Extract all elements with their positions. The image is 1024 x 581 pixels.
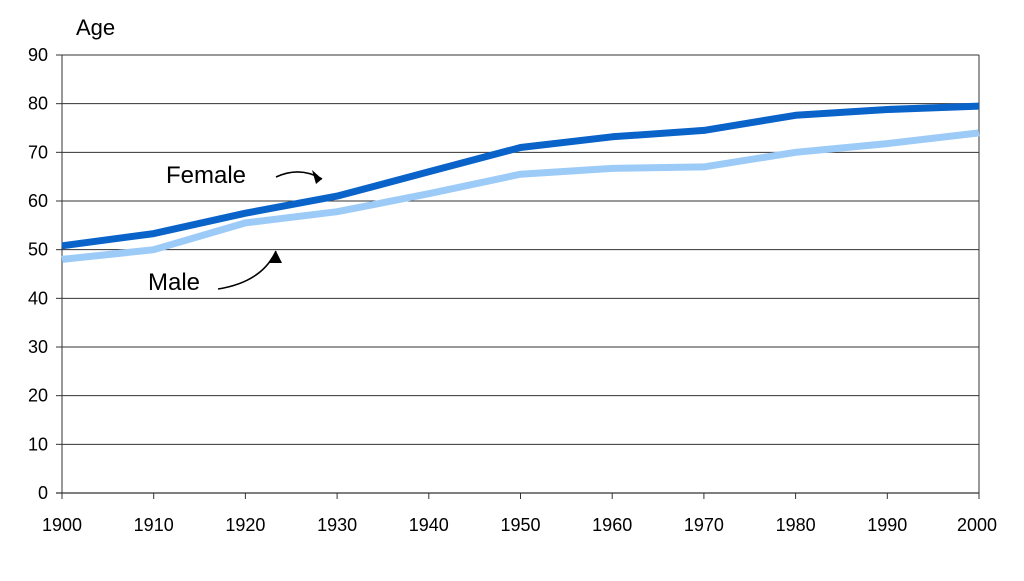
x-tick-label: 1900 <box>42 515 82 535</box>
y-tick-label: 30 <box>28 337 48 357</box>
x-tick-label: 1950 <box>500 515 540 535</box>
x-tick-label: 1980 <box>776 515 816 535</box>
y-tick-label: 70 <box>28 142 48 162</box>
x-tick-label: 1990 <box>867 515 907 535</box>
y-tick-label: 40 <box>28 288 48 308</box>
y-tick-label: 60 <box>28 191 48 211</box>
x-tick-label: 1960 <box>592 515 632 535</box>
y-tick-label: 50 <box>28 240 48 260</box>
y-tick-label: 0 <box>38 483 48 503</box>
y-tick-label: 90 <box>28 45 48 65</box>
annotation-arrowhead-female <box>312 170 322 184</box>
x-tick-label: 1910 <box>134 515 174 535</box>
series-line-female <box>61 102 980 250</box>
y-tick-label: 80 <box>28 94 48 114</box>
annotation-arrow-male <box>217 250 277 290</box>
y-axis-title: Age <box>76 15 115 40</box>
x-tick-label: 1930 <box>317 515 357 535</box>
series-line-male <box>61 129 980 263</box>
x-tick-label: 1940 <box>409 515 449 535</box>
y-tick-label: 10 <box>28 434 48 454</box>
x-tick-label: 1970 <box>684 515 724 535</box>
annotation-label-male: Male <box>148 269 200 296</box>
y-tick-label: 20 <box>28 386 48 406</box>
x-tick-label: 1920 <box>225 515 265 535</box>
annotation-label-female: Female <box>166 162 246 189</box>
annotations: Female Male <box>148 162 323 296</box>
annotation-arrowhead-male <box>268 251 282 263</box>
series-lines <box>61 102 980 263</box>
grid-lines <box>62 54 979 445</box>
x-tick-label: 2000 <box>957 515 997 535</box>
axes: 0 10 20 30 40 50 60 70 80 90 1900 1910 1920 1930 1940 1… <box>28 45 997 535</box>
